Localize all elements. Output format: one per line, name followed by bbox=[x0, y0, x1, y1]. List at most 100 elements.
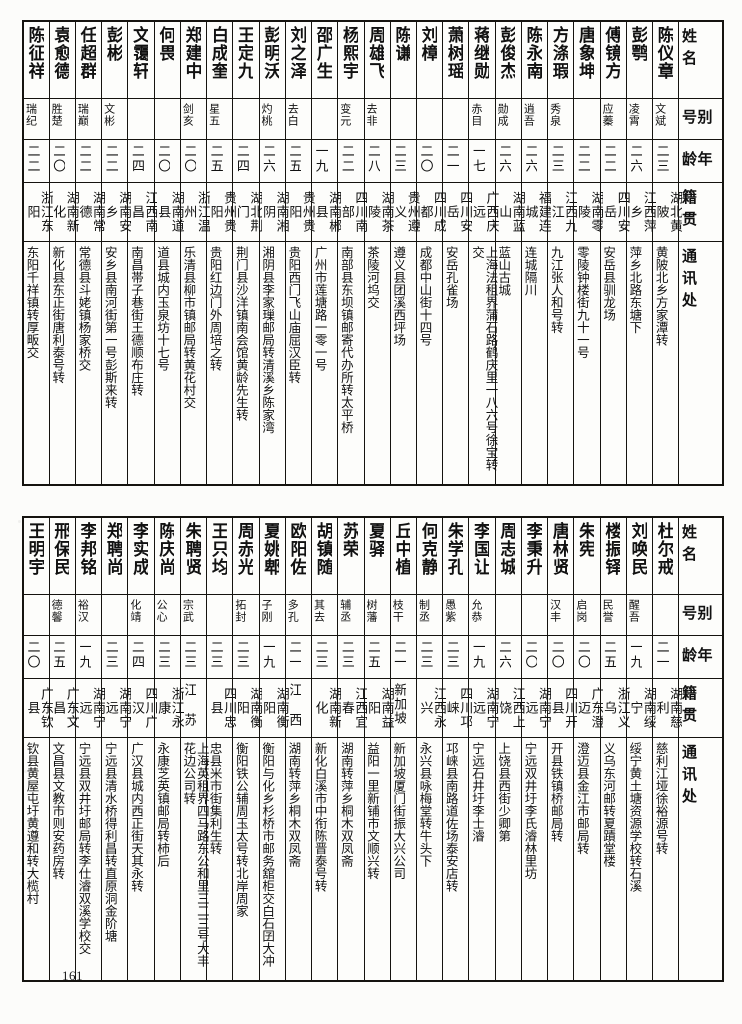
cell-text: 永康芝英镇邮局转柿后 bbox=[155, 742, 171, 867]
cell-origin: 江西萍乡 bbox=[625, 182, 656, 242]
cell-origin: 湖南郴县 bbox=[311, 182, 341, 242]
cell-text: 二五 bbox=[601, 640, 617, 670]
cell-text: 蒋继勋 bbox=[470, 26, 490, 80]
row-header-label: 通讯处 bbox=[679, 248, 697, 314]
cell-text: 郑建中 bbox=[181, 26, 201, 80]
cell-text: 澄迈县金江市邮局转 bbox=[574, 742, 590, 855]
cell-age: 二一 bbox=[284, 635, 313, 679]
cell-text: 二一 bbox=[653, 640, 669, 670]
cell-address: 茶陵河坞交 bbox=[363, 241, 391, 486]
cell-address: 文昌县文教市则安药房转 bbox=[48, 737, 76, 982]
cell-age: 一九 bbox=[468, 635, 496, 679]
roster-tables-container: 陈征祥 袁愈德 任超群 彭彬 文霭轩 何畏 郑建中 白成奎 王定九 彭明沃 刘之泽 邵广生 杨熙宇 周雄飞… bbox=[22, 20, 724, 982]
cell-address: 宁远双井圩李氏濬林里坊 bbox=[520, 737, 549, 982]
cell-text: 二八 bbox=[365, 144, 381, 174]
cell-alias: 辅丞 bbox=[337, 594, 365, 636]
cell-text: 宁远县清水桥得利昌转直原洞金阶塘 bbox=[102, 742, 118, 942]
cell-alias bbox=[494, 594, 522, 636]
cell-name: 杨熙宇 bbox=[337, 20, 365, 99]
cell-age: 二五 bbox=[206, 139, 234, 183]
cell-alias bbox=[442, 98, 470, 140]
cell-text: 乐清县柳市镇邮局转黄花村交 bbox=[181, 246, 197, 409]
cell-name: 彭明沃 bbox=[258, 20, 286, 99]
cell-address: 衡阳铁公辅周玉太号转北岸周家 bbox=[232, 737, 260, 982]
cell-text: 夏驿 bbox=[365, 522, 385, 558]
cell-origin: 贵州贵阳 bbox=[284, 182, 315, 242]
cell-age: 二三 bbox=[547, 139, 575, 183]
cell-age: 二二 bbox=[74, 139, 103, 183]
cell-name: 彭鹗 bbox=[625, 20, 654, 99]
cell-text: 裕汉 bbox=[76, 599, 90, 623]
page-number: 161 bbox=[62, 968, 83, 983]
roster-row-name: 陈征祥 袁愈德 任超群 彭彬 文霭轩 何畏 郑建中 白成奎 王定九 彭明沃 刘之泽 邵广生 杨熙宇 周雄飞… bbox=[22, 20, 724, 99]
cell-address: 开县铁镇桥邮局转 bbox=[547, 737, 575, 982]
cell-text: 朱宪 bbox=[575, 522, 595, 558]
cell-age: 二〇 bbox=[179, 139, 208, 183]
cell-origin: 湖南新化 bbox=[48, 182, 79, 242]
cell-alias: 剑亥 bbox=[179, 98, 208, 140]
cell-text: 杜尔戒 bbox=[653, 522, 673, 576]
cell-text: 夏姚郫 bbox=[260, 522, 280, 576]
cell-address: 钦县黄屋屯圩黄遵和转大榄村 bbox=[22, 737, 50, 982]
cell-origin: 四川忠县 bbox=[206, 678, 236, 738]
cell-address: 益阳一里新铺市文顺兴转 bbox=[363, 737, 391, 982]
cell-text: 醒吾 bbox=[627, 599, 641, 623]
cell-text: 一九 bbox=[627, 640, 643, 670]
cell-text: 二三 bbox=[155, 640, 171, 670]
cell-text: 王明宇 bbox=[24, 522, 44, 576]
cell-text: 连城隔川 bbox=[522, 246, 538, 296]
cell-text: 江西九江 bbox=[548, 191, 578, 233]
cell-text: 去白 bbox=[286, 103, 300, 127]
cell-text: 萍乡北路东塘下 bbox=[627, 246, 643, 334]
cell-origin: 四川邛崃 bbox=[442, 678, 472, 738]
cell-text: 湖北荆门 bbox=[233, 191, 263, 233]
cell-age: 二二 bbox=[599, 139, 627, 183]
cell-text: 湖南道县 bbox=[155, 191, 184, 233]
cell-text: 楼振铎 bbox=[601, 522, 621, 576]
cell-text: 欧阳佐 bbox=[286, 522, 306, 576]
cell-text: 新加坡厦门街振大兴公司 bbox=[391, 742, 407, 880]
cell-text: 二〇 bbox=[24, 640, 40, 670]
cell-text: 四川成都 bbox=[417, 191, 447, 233]
cell-text: 九江张人和号转 bbox=[548, 246, 564, 334]
cell-text: 一九 bbox=[76, 640, 92, 670]
cell-alias: 勋成 bbox=[494, 98, 522, 140]
cell-text: 钦县黄屋屯圩黄遵和转大榄村 bbox=[24, 742, 40, 905]
cell-name: 刘唤民 bbox=[625, 516, 654, 595]
cell-text: 荆门县沙洋镇南会馆黄龄先生转 bbox=[233, 246, 249, 421]
cell-address: 宁远县清水桥得利昌转直原洞金阶塘 bbox=[101, 737, 129, 982]
cell-alias: 去白 bbox=[284, 98, 313, 140]
cell-text: 李实成 bbox=[129, 522, 149, 576]
cell-alias: 灼桃 bbox=[258, 98, 286, 140]
cell-origin: 四川南部 bbox=[337, 182, 367, 242]
cell-name: 何克静 bbox=[416, 516, 444, 595]
cell-text: 二二 bbox=[76, 144, 92, 174]
cell-text: 文斌 bbox=[653, 103, 667, 127]
cell-address: 义乌东河邮转夏蹟堂楼 bbox=[599, 737, 627, 982]
ink-speck bbox=[24, 770, 27, 773]
cell-origin: 江 西 bbox=[284, 678, 313, 738]
cell-address: 遵义县团溪西坪场 bbox=[389, 241, 418, 486]
cell-address: 蓝山古城 bbox=[494, 241, 522, 486]
cell-text: 二五 bbox=[365, 640, 381, 670]
cell-address: 东阳千祥镇转厚畈交 bbox=[22, 241, 50, 486]
cell-text bbox=[574, 99, 576, 107]
roster-row-alias: 瑞纪 胜楚 瑞巅 文彬 剑亥 星五 灼桃 去白 变元 去非 赤目 勋成 逍吾 秀泉 应蓁 凌霄 文斌 别号 bbox=[22, 98, 724, 140]
cell-age: 二三 bbox=[206, 635, 234, 679]
cell-text: 湖南新化 bbox=[312, 687, 342, 729]
cell-text: 彭明沃 bbox=[260, 26, 280, 80]
cell-text: 益阳一里新铺市文顺兴转 bbox=[365, 742, 381, 880]
cell-text: 允恭 bbox=[469, 599, 483, 623]
cell-text bbox=[207, 595, 209, 603]
cell-age: 二三 bbox=[311, 635, 339, 679]
cell-text: 上海英租界四马路东公和里三二三号大丰花边公司转 bbox=[181, 742, 210, 967]
cell-address: 新加坡厦门街振大兴公司 bbox=[389, 737, 418, 982]
cell-age: 二三 bbox=[179, 635, 208, 679]
cell-text: 王定九 bbox=[234, 26, 254, 80]
cell-address: 乐清县柳市镇邮局转黄花村交 bbox=[179, 241, 208, 486]
cell-age: 二〇 bbox=[48, 139, 76, 183]
cell-text: 朱学孔 bbox=[443, 522, 463, 576]
row-header-name: 姓名 bbox=[678, 516, 724, 595]
cell-name: 陈仪章 bbox=[652, 20, 680, 99]
cell-address: 贵阳西门飞山庙屈汉臣转 bbox=[284, 241, 313, 486]
